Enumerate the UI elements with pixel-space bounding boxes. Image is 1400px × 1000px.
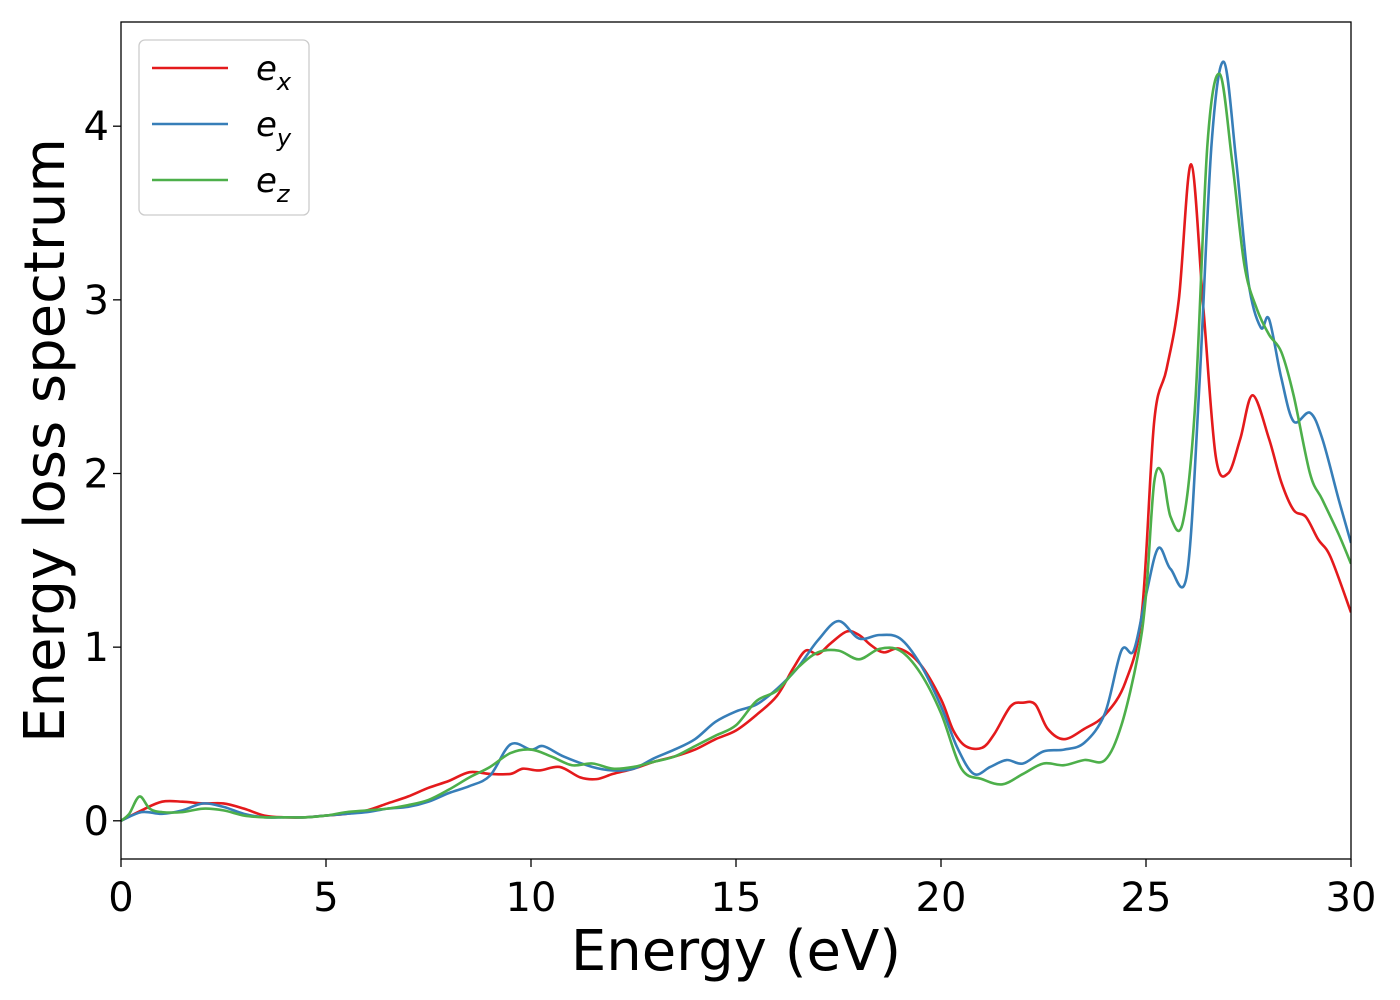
y-axis-label: Energy loss spectrum	[13, 138, 78, 743]
series-line-e-y	[121, 60, 1351, 822]
legend-box	[138, 39, 310, 216]
legend-item-e-z: ez	[152, 161, 291, 208]
series-line-e-z	[121, 72, 1351, 822]
y-tick-label: 4	[84, 104, 109, 150]
y-tick-label: 2	[84, 451, 109, 497]
legend-label: ez	[256, 161, 291, 208]
x-tick-label: 30	[1326, 875, 1377, 921]
x-axis-ticks: 0 5 10 15 20 25 30	[108, 859, 1376, 921]
legend: ex ey ez	[138, 39, 310, 216]
series-line-e-x	[121, 163, 1351, 822]
y-tick-label: 1	[84, 625, 109, 671]
y-tick-label: 0	[84, 799, 109, 845]
legend-item-e-y: ey	[152, 105, 292, 152]
x-tick-label: 20	[916, 875, 967, 921]
x-tick-label: 0	[108, 875, 133, 921]
x-axis-label: Energy (eV)	[571, 919, 901, 984]
x-tick-label: 5	[313, 875, 338, 921]
x-tick-label: 15	[711, 875, 762, 921]
x-tick-label: 10	[506, 875, 557, 921]
legend-label: ex	[256, 49, 292, 96]
legend-label: ey	[256, 105, 292, 152]
y-axis-ticks: 0 1 2 3 4	[84, 104, 121, 845]
y-tick-label: 3	[84, 278, 109, 324]
legend-item-e-x: ex	[152, 49, 292, 96]
x-tick-label: 25	[1121, 875, 1172, 921]
series-layer	[121, 60, 1351, 822]
